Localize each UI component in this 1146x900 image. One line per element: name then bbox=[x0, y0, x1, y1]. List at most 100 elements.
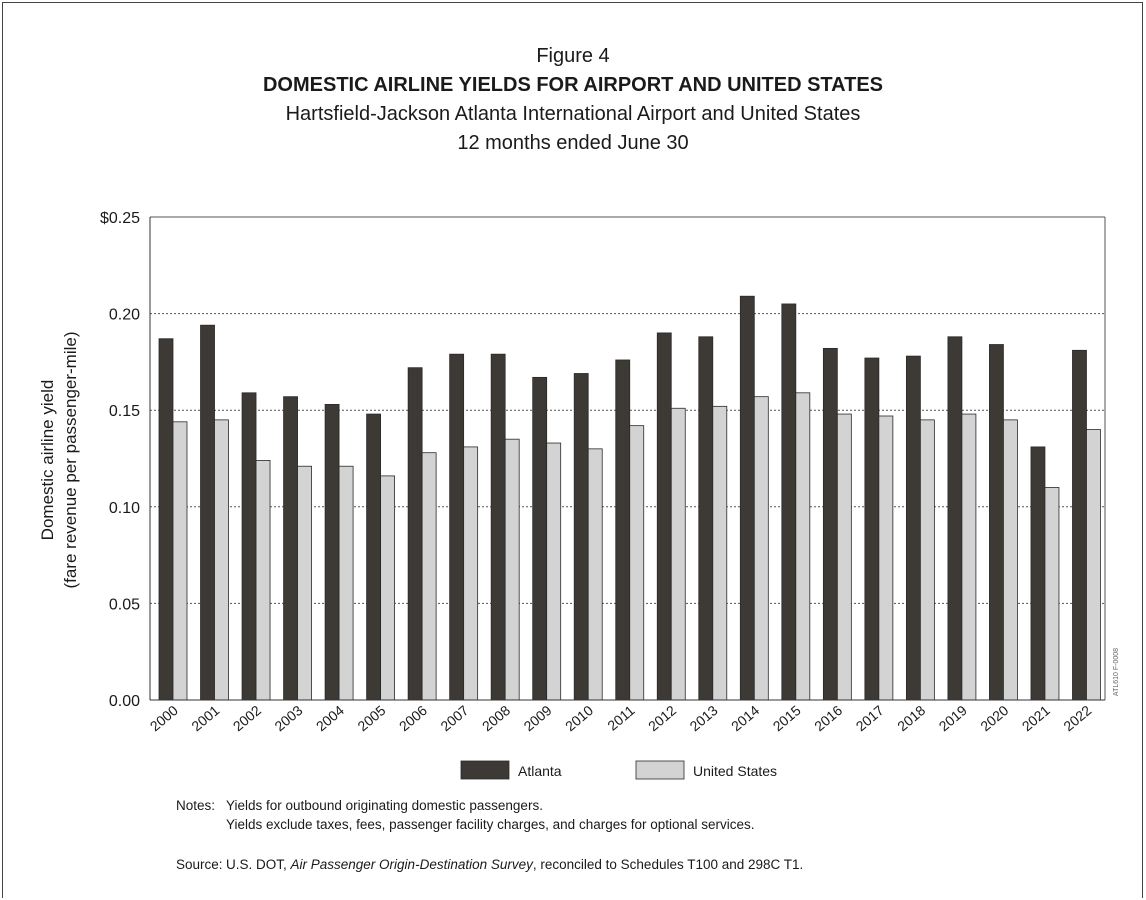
notes-line-1: Yields for outbound originating domestic… bbox=[226, 798, 543, 813]
x-tick-label: 2021 bbox=[1019, 702, 1053, 734]
x-tick-label: 2001 bbox=[188, 702, 222, 734]
bar-atlanta bbox=[739, 295, 755, 701]
source-title: Air Passenger Origin-Destination Survey bbox=[290, 857, 533, 872]
x-tick-label: 2000 bbox=[147, 702, 181, 734]
source-suffix: , reconciled to Schedules T100 and 298C … bbox=[532, 857, 804, 872]
bar-atlanta bbox=[366, 413, 382, 701]
x-tick-label: 2003 bbox=[271, 702, 305, 734]
bar-united-states bbox=[421, 452, 437, 701]
bar-united-states bbox=[338, 465, 354, 701]
x-tick-label: 2008 bbox=[479, 702, 513, 734]
bar-atlanta bbox=[407, 367, 423, 701]
bar-atlanta bbox=[1030, 446, 1046, 701]
x-tick-label: 2002 bbox=[230, 702, 264, 734]
bar-atlanta bbox=[615, 359, 631, 701]
bar-atlanta bbox=[905, 355, 921, 701]
x-tick-label: 2019 bbox=[936, 702, 970, 734]
bar-united-states bbox=[297, 465, 312, 701]
x-tick-label: 2004 bbox=[313, 702, 347, 734]
bars bbox=[158, 295, 1101, 701]
y-tick-label: 0.20 bbox=[109, 307, 140, 324]
x-tick-label: 2015 bbox=[770, 702, 804, 734]
x-tick-label: 2006 bbox=[396, 702, 430, 734]
bar-atlanta bbox=[158, 338, 174, 701]
notes: Notes: Yields for outbound originating do… bbox=[176, 796, 755, 834]
x-tick-label: 2014 bbox=[728, 702, 762, 734]
bar-united-states bbox=[504, 438, 520, 701]
x-tick-label: 2010 bbox=[562, 702, 596, 734]
bar-atlanta bbox=[532, 376, 548, 701]
legend-atlanta-label: Atlanta bbox=[518, 763, 562, 779]
x-tick-label: 2011 bbox=[604, 702, 638, 734]
bar-atlanta bbox=[1072, 349, 1087, 701]
y-tick-label: 0.15 bbox=[109, 403, 140, 420]
bar-atlanta bbox=[989, 344, 1004, 701]
bar-united-states bbox=[214, 419, 229, 701]
bar-united-states bbox=[878, 415, 894, 701]
y-axis-label-line2: (fare revenue per passenger-mile) bbox=[61, 331, 80, 588]
y-tick-label: 0.05 bbox=[109, 596, 140, 613]
x-tick-label: 2007 bbox=[437, 702, 471, 734]
bar-atlanta bbox=[200, 324, 215, 701]
source-note: Source: U.S. DOT, Air Passenger Origin-De… bbox=[176, 857, 803, 872]
bar-united-states bbox=[1003, 419, 1018, 701]
bar-atlanta bbox=[864, 357, 880, 701]
legend: Atlanta United States bbox=[460, 760, 777, 780]
x-tick-label: 2016 bbox=[811, 702, 845, 734]
y-axis-label-line1: Domestic airline yield bbox=[38, 380, 57, 541]
x-tick-label: 2017 bbox=[853, 702, 887, 734]
bar-atlanta bbox=[781, 303, 797, 701]
chart-subtitle-period: 12 months ended June 30 bbox=[457, 132, 689, 154]
bar-united-states bbox=[546, 442, 562, 701]
y-tick-label: 0.10 bbox=[109, 500, 140, 517]
title-block: Figure 4 DOMESTIC AIRLINE YIELDS FOR AIR… bbox=[0, 42, 1146, 158]
bar-united-states bbox=[172, 421, 188, 701]
bar-united-states bbox=[463, 446, 479, 701]
bar-atlanta bbox=[698, 336, 714, 701]
x-tick-label: 2018 bbox=[894, 702, 928, 734]
bar-atlanta bbox=[947, 336, 963, 701]
bar-united-states bbox=[1044, 487, 1060, 701]
bar-atlanta bbox=[324, 404, 340, 701]
bar-united-states bbox=[587, 448, 603, 701]
chart-title: DOMESTIC AIRLINE YIELDS FOR AIRPORT AND … bbox=[262, 74, 884, 96]
legend-united-states-label: United States bbox=[693, 763, 777, 779]
bar-united-states bbox=[255, 460, 271, 701]
watermark-code: ATL610 F-0008 bbox=[1113, 648, 1120, 696]
x-tick-label: 2009 bbox=[520, 702, 554, 734]
figure-label: Figure 4 bbox=[536, 45, 610, 67]
legend-atlanta-swatch bbox=[460, 760, 510, 780]
bar-united-states bbox=[961, 413, 977, 701]
source-prefix: U.S. DOT, bbox=[226, 857, 291, 872]
notes-line-2: Yields exclude taxes, fees, passenger fa… bbox=[226, 817, 755, 832]
bar-united-states bbox=[919, 419, 935, 701]
bar-atlanta bbox=[449, 353, 465, 701]
x-tick-label: 2005 bbox=[354, 702, 388, 734]
notes-label: Notes: bbox=[176, 798, 216, 813]
bar-atlanta bbox=[573, 373, 589, 701]
bar-atlanta bbox=[656, 332, 672, 701]
bar-united-states bbox=[670, 407, 686, 701]
bar-united-states bbox=[629, 425, 645, 701]
x-tick-label: 2012 bbox=[645, 702, 679, 734]
bar-united-states bbox=[1086, 429, 1101, 701]
bar-united-states bbox=[795, 392, 811, 701]
bar-united-states bbox=[836, 413, 852, 701]
bar-united-states bbox=[753, 396, 769, 701]
bar-united-states bbox=[712, 405, 728, 701]
x-tick-label: 2022 bbox=[1060, 702, 1094, 734]
x-tick-label: 2013 bbox=[687, 702, 721, 734]
bar-united-states bbox=[380, 475, 396, 701]
chart-subtitle: Hartsfield-Jackson Atlanta International… bbox=[285, 103, 861, 125]
bar-atlanta bbox=[822, 347, 838, 701]
y-tick-label: $0.25 bbox=[100, 210, 140, 227]
legend-united-states-swatch bbox=[635, 760, 685, 780]
bar-atlanta bbox=[283, 396, 298, 701]
x-tick-label: 2020 bbox=[977, 702, 1011, 734]
source-label: Source: bbox=[176, 857, 223, 872]
y-tick-label: 0.00 bbox=[109, 693, 140, 710]
bar-atlanta bbox=[490, 353, 506, 701]
bar-atlanta bbox=[241, 392, 257, 701]
